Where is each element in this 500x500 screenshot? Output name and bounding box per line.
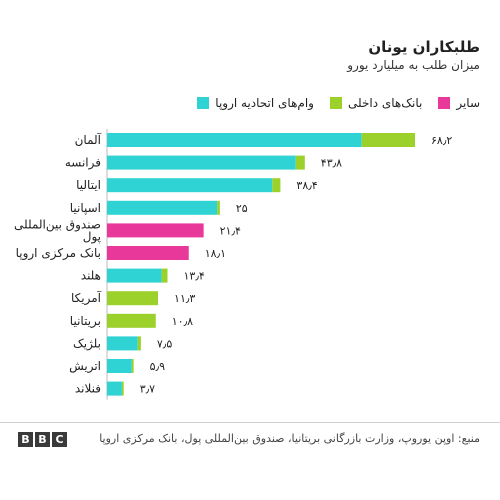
data-label: ۱۱٫۳: [174, 292, 195, 305]
category-label: هلند: [81, 269, 101, 283]
category-label: ایتالیا: [76, 178, 101, 192]
data-label: ۲۱٫۴: [220, 224, 241, 237]
category-label: پول: [83, 229, 101, 244]
bar-domestic-banks: [161, 268, 168, 283]
bbc-logo-letter: C: [52, 432, 67, 447]
data-label: ۲۵: [236, 202, 248, 215]
category-label: بریتانیا: [70, 314, 101, 329]
bar-other: [107, 246, 189, 260]
bar-eu-loans: [107, 178, 273, 193]
bar-eu-loans: [107, 133, 362, 147]
data-label: ۱۳٫۴: [184, 270, 205, 283]
data-label: ۶۸٫۲: [431, 134, 452, 147]
bar-domestic-banks: [272, 178, 281, 193]
bar-domestic-banks: [107, 291, 159, 306]
bar-eu-loans: [107, 359, 132, 373]
bar-domestic-banks: [295, 155, 305, 170]
bar-eu-loans: [107, 336, 138, 351]
bbc-logo: B B C: [18, 432, 67, 447]
bar-eu-loans: [107, 200, 218, 215]
data-label: ۱۸٫۱: [205, 247, 226, 260]
legend-swatch-other: [438, 97, 451, 109]
legend-swatch-domestic-banks: [329, 97, 342, 109]
category-label: اسپانیا: [70, 201, 101, 215]
category-label: بانک مرکزی اروپا: [16, 246, 101, 261]
category-label: اتریش: [69, 359, 101, 374]
data-label: ۵٫۹: [150, 360, 165, 373]
legend-item-domestic-banks: بانک‌های داخلی: [329, 96, 423, 110]
legend-swatch-eu-loans: [197, 97, 210, 109]
bar-eu-loans: [107, 381, 122, 396]
legend: وام‌های اتحادیه اروپا بانک‌های داخلی سای…: [197, 96, 480, 110]
footer-divider: [0, 422, 500, 423]
category-label: فرانسه: [65, 156, 101, 171]
legend-label-eu-loans: وام‌های اتحادیه اروپا: [215, 96, 314, 110]
category-label: آمریکا: [71, 290, 102, 306]
legend-label-other: سایر: [456, 96, 480, 110]
bar-domestic-banks: [131, 359, 134, 373]
bbc-logo-letter: B: [18, 432, 33, 447]
category-label: بلژیک: [73, 336, 101, 351]
bar-domestic-banks: [217, 200, 220, 215]
source-note: منبع: اوپن یوروپ، وزارت بازرگانی بریتانی…: [99, 432, 480, 445]
bar-domestic-banks: [107, 313, 156, 328]
data-label: ۷٫۵: [157, 337, 172, 350]
data-label: ۴۳٫۸: [321, 157, 342, 170]
legend-label-domestic-banks: بانک‌های داخلی: [347, 96, 423, 110]
legend-item-other: سایر: [438, 96, 480, 110]
data-label: ۱۰٫۸: [172, 315, 193, 328]
bar-eu-loans: [107, 268, 162, 283]
bar-domestic-banks: [361, 133, 415, 147]
bbc-logo-letter: B: [35, 432, 50, 447]
category-label: صندوق بین‌المللی: [14, 217, 101, 232]
legend-item-eu-loans: وام‌های اتحادیه اروپا: [197, 96, 314, 110]
bar-eu-loans: [107, 155, 296, 170]
chart-subtitle: میزان طلب به میلیارد یورو: [347, 58, 480, 72]
category-label: آلمان: [75, 132, 102, 147]
data-label: ۳۸٫۴: [296, 179, 317, 192]
bar-domestic-banks: [137, 336, 141, 351]
bar-domestic-banks: [121, 381, 124, 396]
category-label: فنلاند: [75, 382, 101, 396]
chart-title: طلبکاران یونان: [368, 38, 480, 56]
bar-other: [107, 223, 204, 238]
data-label: ۳٫۷: [140, 383, 155, 396]
